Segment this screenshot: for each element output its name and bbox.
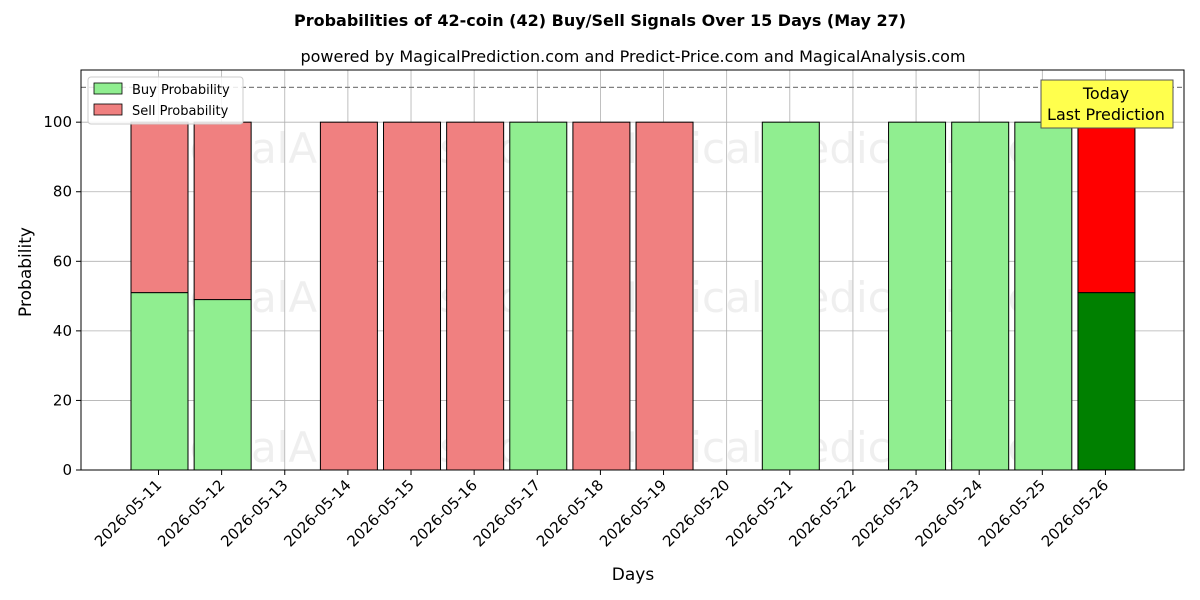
annotation-line-2: Last Prediction	[1047, 105, 1165, 124]
legend: Buy Probability Sell Probability	[87, 76, 244, 125]
x-tick-label: 2026-05-15	[343, 476, 417, 550]
chart-title: Probabilities of 42-coin (42) Buy/Sell S…	[294, 11, 906, 30]
x-tick-label: 2026-05-24	[912, 476, 986, 550]
bar-buy-2026-05-23	[888, 121, 947, 471]
y-axis-ticks: 0 20 40 60 80 100	[43, 113, 81, 479]
x-tick-label: 2026-05-18	[533, 476, 607, 550]
bar-buy-2026-05-17	[509, 121, 568, 471]
plot-frame	[80, 69, 1185, 471]
today-annotation: Today Last Prediction	[1040, 79, 1174, 129]
y-tick-label: 100	[43, 113, 72, 131]
x-tick-label: 2026-05-12	[154, 476, 228, 550]
bar-sell-2026-05-19	[635, 121, 694, 471]
bar-sell-2026-05-11	[130, 121, 189, 294]
x-axis-ticks: 2026-05-112026-05-122026-05-132026-05-14…	[91, 470, 1112, 550]
bar-buy-2026-05-25	[1014, 121, 1073, 471]
x-tick-label: 2026-05-26	[1038, 476, 1112, 550]
bar-buy-2026-05-26	[1077, 292, 1136, 471]
x-tick-label: 2026-05-14	[280, 476, 354, 550]
bar-sell-2026-05-26	[1077, 121, 1136, 294]
legend-swatch-sell	[93, 103, 123, 116]
bar-buy-2026-05-11	[130, 292, 189, 471]
y-tick-label: 20	[53, 391, 72, 409]
legend-label-sell: Sell Probability	[132, 104, 229, 119]
bar-sell-2026-05-15	[383, 121, 442, 471]
x-tick-label: 2026-05-22	[785, 476, 859, 550]
x-tick-label: 2026-05-20	[659, 476, 733, 550]
y-tick-label: 0	[62, 461, 72, 479]
x-tick-label: 2026-05-25	[975, 476, 1049, 550]
y-axis-label: Probability	[16, 227, 36, 317]
bar-buy-2026-05-21	[761, 121, 820, 471]
x-tick-label: 2026-05-17	[470, 476, 544, 550]
x-tick-label: 2026-05-21	[722, 476, 796, 550]
x-tick-label: 2026-05-16	[407, 476, 481, 550]
chart-subtitle: powered by MagicalPrediction.com and Pre…	[300, 47, 965, 66]
x-tick-label: 2026-05-13	[217, 476, 291, 550]
y-tick-label: 40	[53, 322, 72, 340]
legend-label-buy: Buy Probability	[132, 83, 230, 98]
x-tick-label: 2026-05-23	[849, 476, 923, 550]
x-axis-label: Days	[612, 565, 655, 585]
x-tick-label: 2026-05-19	[596, 476, 670, 550]
bar-buy-2026-05-12	[193, 299, 252, 471]
y-tick-label: 60	[53, 252, 72, 270]
bar-sell-2026-05-16	[446, 121, 505, 471]
y-tick-label: 80	[53, 183, 72, 201]
bar-sell-2026-05-18	[572, 121, 631, 471]
bars	[130, 121, 1136, 471]
annotation-line-1: Today	[1082, 84, 1129, 103]
annotation-box	[1040, 79, 1174, 129]
bar-sell-2026-05-12	[193, 121, 252, 301]
bar-sell-2026-05-14	[319, 121, 378, 471]
bar-buy-2026-05-24	[951, 121, 1010, 471]
legend-swatch-buy	[93, 82, 123, 95]
legend-box	[87, 76, 244, 125]
x-tick-label: 2026-05-11	[91, 476, 165, 550]
